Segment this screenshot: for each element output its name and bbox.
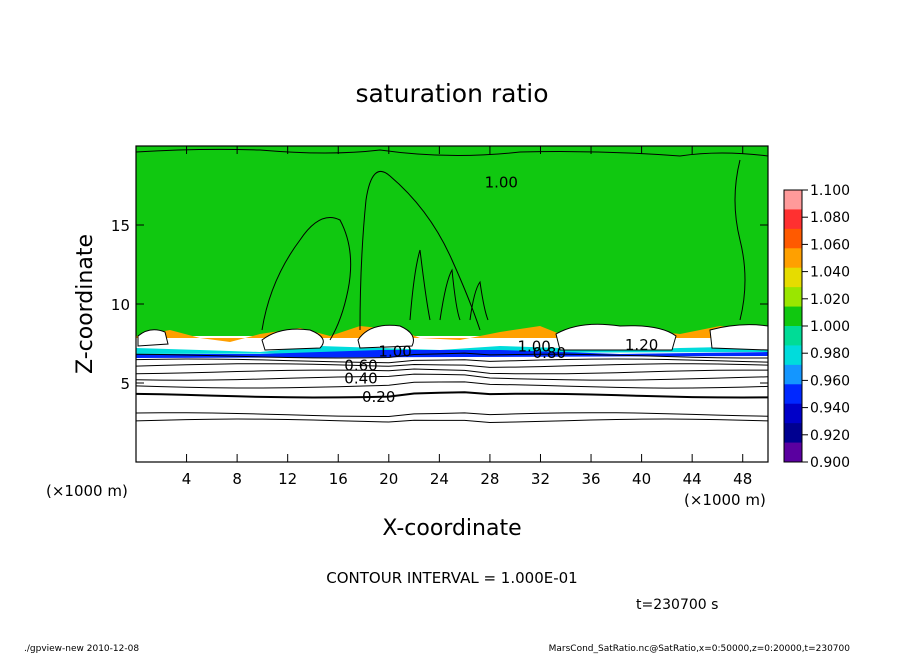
colorbar-swatch	[784, 423, 802, 444]
colorbar-swatch	[784, 364, 802, 385]
colorbar-swatch	[784, 287, 802, 308]
colorbar-label: 1.060	[810, 237, 850, 253]
contour-line-plume-left	[261, 217, 352, 341]
colorbar-swatch	[784, 345, 802, 366]
colorbar-swatch	[784, 306, 802, 327]
x-unit-left: (×1000 m)	[46, 482, 128, 500]
colorbar-swatch	[784, 442, 802, 463]
contour-line-ripples	[409, 249, 489, 321]
x-axis-label: X-coordinate	[382, 516, 521, 541]
x-tick-label: 36	[581, 470, 600, 488]
contour-line-right-edge	[734, 159, 746, 321]
colorbar-swatch	[784, 326, 802, 346]
contour-label: 1.20	[625, 336, 658, 354]
chart-title: saturation ratio	[355, 79, 548, 108]
isoline	[135, 412, 769, 418]
y-tick-label: 5	[120, 375, 130, 393]
colorbar-swatch	[784, 248, 802, 269]
cloud-patch	[137, 329, 169, 347]
x-tick-label: 28	[480, 470, 499, 488]
cloud-patch	[555, 323, 677, 351]
x-tick-label: 24	[430, 470, 449, 488]
plot-area: 0.200.400.601.00 0.80 1.201.001.00	[135, 145, 769, 463]
isoline	[135, 358, 769, 364]
colorbar-label: 0.980	[810, 346, 850, 362]
colorbar-swatch	[784, 228, 802, 249]
colorbar-label: 1.020	[810, 292, 850, 308]
contour-line-top	[135, 148, 769, 157]
colorbar-label: 0.900	[810, 455, 850, 471]
contour-label: 0.80	[533, 344, 566, 362]
contour-label: 0.40	[344, 369, 377, 387]
x-tick-label: 16	[329, 470, 348, 488]
colorbar-swatch	[784, 267, 802, 288]
isoline	[135, 391, 769, 399]
colorbar-label: 1.080	[810, 210, 850, 226]
x-tick-label: 12	[278, 470, 297, 488]
cloud-patch	[261, 328, 324, 351]
x-tick-label: 4	[182, 470, 192, 488]
x-tick-label: 48	[733, 470, 752, 488]
isoline	[135, 373, 769, 381]
saturated-region	[136, 146, 768, 336]
footer-right: MarsCond_SatRatio.nc@SatRatio,x=0:50000,…	[549, 644, 851, 654]
contour-label: 0.20	[362, 388, 395, 406]
contour-label: 1.00	[485, 173, 518, 191]
colorbar: 1.100 1.080 1.060 1.040 1.020 1.000 0.980 0.960…	[783, 183, 850, 471]
contour-line-plume-center	[359, 171, 481, 331]
colorbar-label: 0.920	[810, 428, 850, 444]
y-tick-label: 10	[111, 296, 130, 314]
contour-label: 1.00	[517, 338, 550, 356]
time-text: t=230700 s	[636, 597, 718, 613]
colorbar-label: 0.940	[810, 401, 850, 417]
colorbar-swatch	[784, 209, 802, 230]
colorbar-swatch	[784, 190, 802, 210]
x-tick-label: 40	[632, 470, 651, 488]
isoline	[135, 368, 768, 375]
contour-interval-text: CONTOUR INTERVAL = 1.000E-01	[326, 569, 577, 587]
x-tick-label: 8	[232, 470, 242, 488]
colorbar-label: 1.040	[810, 265, 850, 281]
x-tick-label: 20	[379, 470, 398, 488]
footer-left: ./gpview-new 2010-12-08	[24, 644, 139, 654]
colorbar-label: 1.100	[810, 183, 850, 199]
cloud-patch	[357, 324, 414, 349]
y-axis-label: Z-coordinate	[73, 234, 98, 374]
isoline	[135, 352, 768, 359]
x-tick-label: 44	[683, 470, 702, 488]
contour-label: 1.00	[378, 342, 411, 360]
contour-label: 0.60	[344, 357, 377, 375]
colorbar-label: 1.000	[810, 319, 850, 335]
cloud-patch	[709, 324, 769, 351]
colorbar-swatch	[784, 403, 802, 424]
x-unit-right: (×1000 m)	[684, 491, 766, 509]
isoline	[135, 363, 769, 368]
x-tick-label: 32	[531, 470, 550, 488]
colorbar-label: 0.960	[810, 373, 850, 389]
isoline	[135, 381, 769, 389]
y-tick-label: 15	[111, 217, 130, 235]
colorbar-swatch	[784, 384, 802, 405]
isoline	[135, 418, 769, 424]
